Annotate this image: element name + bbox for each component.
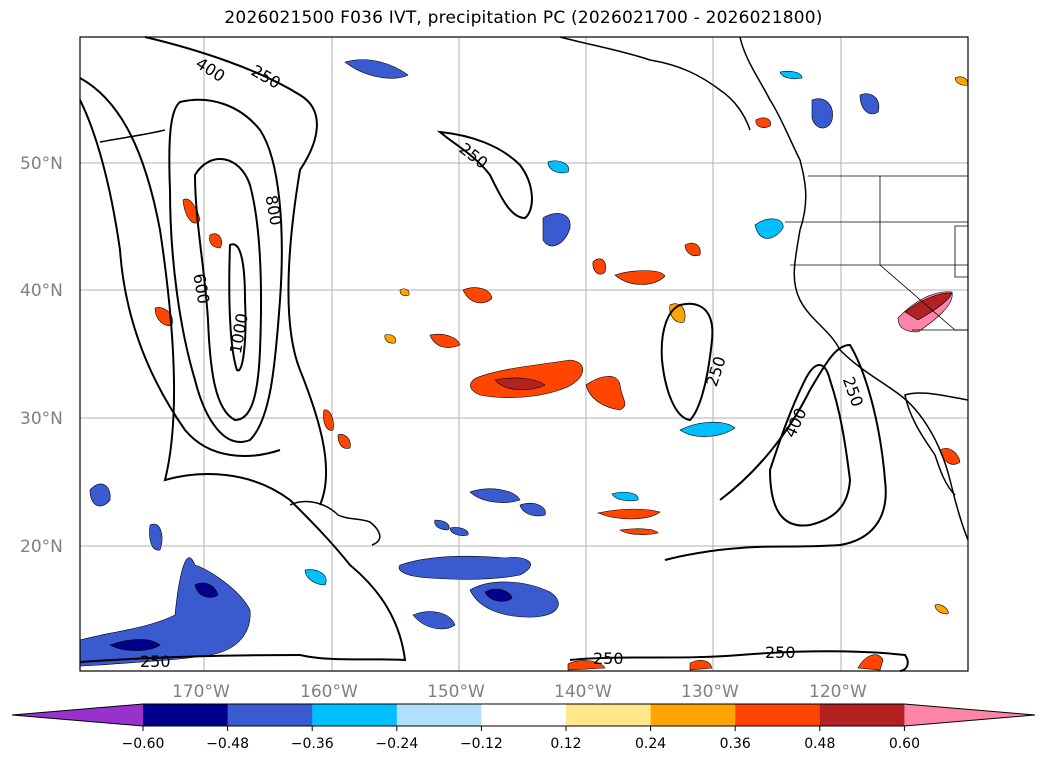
coastlines — [99, 36, 969, 546]
lon-label-140w: 140°W — [554, 682, 612, 702]
contour-label: 250 — [248, 61, 284, 93]
longitude-labels: 170°W 160°W 150°W 140°W 130°W 120°W — [172, 682, 867, 702]
colorbar-tick-label: 0.60 — [889, 736, 920, 752]
colorbar-segment — [735, 704, 821, 726]
colorbar-segment — [227, 704, 313, 726]
colorbar-segment — [312, 704, 398, 726]
colorbar-segment — [143, 704, 229, 726]
lon-label-130w: 130°W — [681, 682, 739, 702]
colorbar-tick-label: 0.48 — [804, 736, 835, 752]
contour-label: 250 — [140, 652, 171, 671]
latitude-labels: 50°N 40°N 30°N 20°N — [20, 154, 63, 557]
colorbar-ticks: −0.60 −0.48 −0.36 −0.24 −0.12 0.12 0.24 0.36 0.4… — [122, 726, 920, 752]
colorbar-segment — [481, 704, 567, 726]
map-frame — [79, 36, 969, 672]
colorbar-tick-label: 0.24 — [635, 736, 666, 752]
contour-label: 250 — [456, 139, 492, 173]
contour-label: 250 — [593, 649, 624, 668]
colorbar-tick-label: −0.36 — [291, 736, 334, 752]
contour-label: 250 — [765, 643, 796, 662]
state-borders — [785, 175, 969, 331]
contour-label: 250 — [702, 354, 730, 389]
lat-label-30n: 30°N — [20, 409, 63, 429]
colorbar-tick-label: −0.60 — [122, 736, 165, 752]
colorbar-segment — [566, 704, 652, 726]
precip-positive — [154, 76, 969, 671]
lat-label-50n: 50°N — [20, 154, 63, 174]
contour-label: 400 — [193, 54, 229, 86]
lat-label-40n: 40°N — [20, 281, 63, 301]
map-title: 2026021500 F036 IVT, precipitation PC (2… — [224, 8, 823, 28]
colorbar-tick-label: 0.12 — [550, 736, 581, 752]
colorbar-tick-label: −0.12 — [460, 736, 503, 752]
precip-negative — [79, 59, 880, 667]
contour-label-group: 400 250 800 600 1000 250 250 400 250 250… — [140, 54, 867, 671]
ivt-contours — [79, 36, 909, 672]
contour-label: 600 — [189, 272, 213, 305]
colorbar-tick-label: −0.24 — [375, 736, 418, 752]
colorbar-extend-low — [12, 704, 143, 726]
lon-label-160w: 160°W — [300, 682, 358, 702]
colorbar — [11, 703, 1036, 727]
lon-label-170w: 170°W — [172, 682, 230, 702]
colorbar-segment — [650, 704, 736, 726]
contour-label: 250 — [839, 374, 867, 409]
contour-label: 800 — [262, 194, 286, 227]
colorbar-tick-label: 0.36 — [720, 736, 751, 752]
colorbar-tick-label: −0.48 — [206, 736, 249, 752]
lon-label-120w: 120°W — [809, 682, 867, 702]
lon-label-150w: 150°W — [427, 682, 485, 702]
contour-label: 400 — [780, 405, 810, 441]
lat-label-20n: 20°N — [20, 537, 63, 557]
colorbar-segment — [396, 704, 482, 726]
colorbar-segment — [819, 704, 905, 726]
colorbar-extend-high — [904, 704, 1035, 726]
